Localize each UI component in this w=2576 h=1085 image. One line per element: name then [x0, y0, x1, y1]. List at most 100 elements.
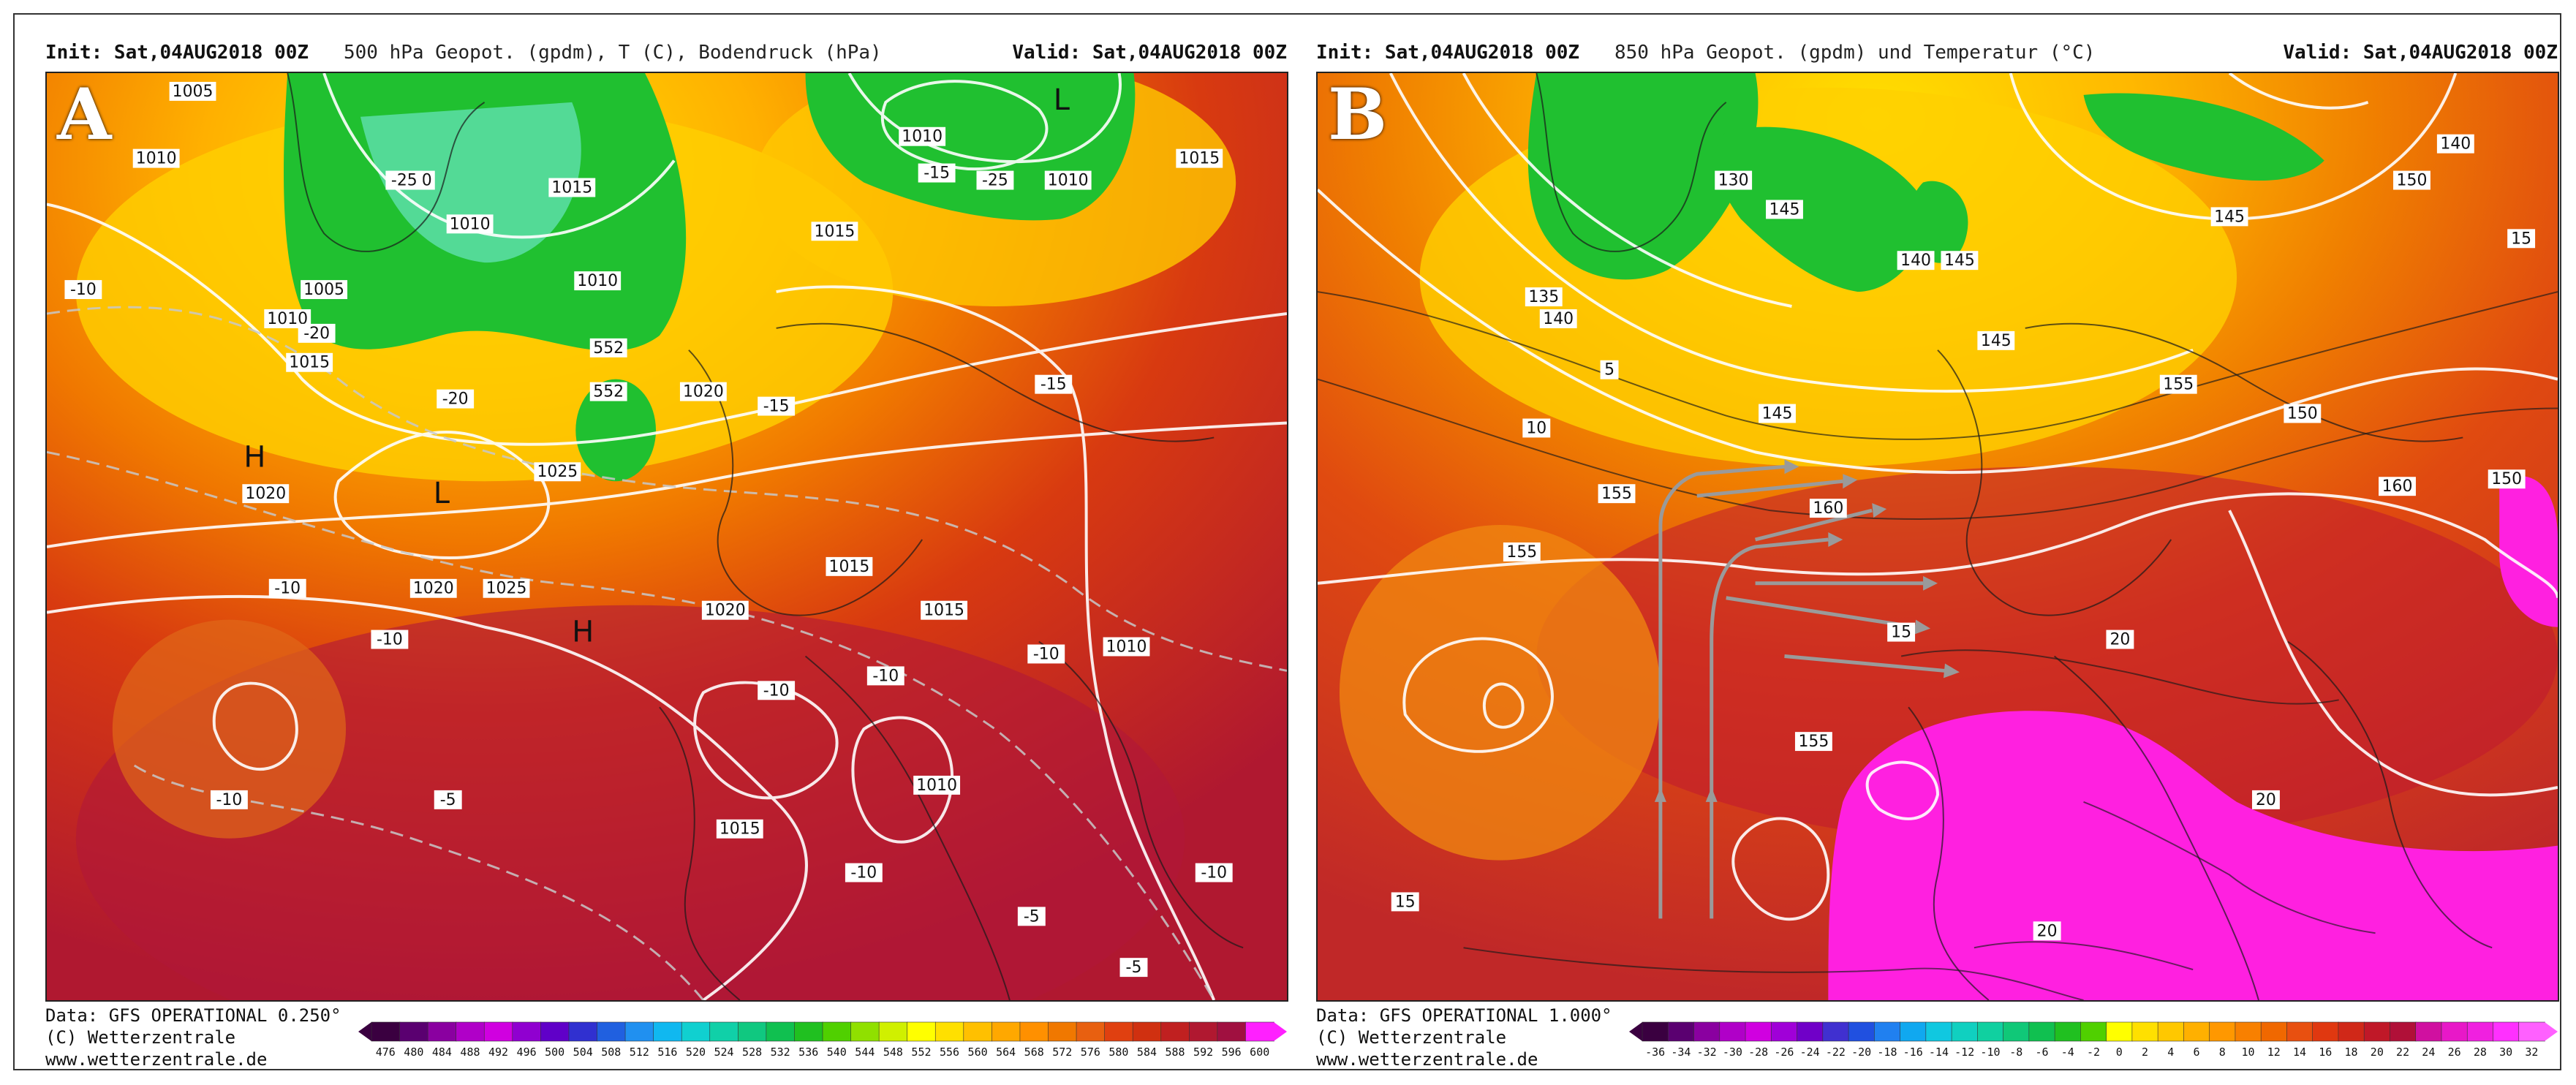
panel-a-contour-label-bg — [1044, 170, 1092, 190]
panel-a-contour-label-bg — [811, 222, 858, 241]
colorbar-tick-label: 26 — [2447, 1046, 2461, 1059]
colorbar-swatch — [624, 1021, 654, 1042]
colorbar-arrow-left — [358, 1022, 371, 1041]
colorbar-tick-label: -24 — [1799, 1046, 1820, 1059]
panel-a-contour-label-bg — [1195, 863, 1233, 882]
panel-b-contour-label-bg — [1503, 542, 1541, 562]
panel-b-contour-label: 150 — [2397, 172, 2428, 190]
panel-a-contour-label-bg — [716, 819, 763, 839]
panel-a-contour-label: -15 — [1040, 376, 1067, 394]
colorbar-tick-label: 572 — [1052, 1046, 1073, 1059]
panel-b-arrow-heads — [1654, 459, 1960, 802]
colorbar-swatch — [1797, 1021, 1824, 1042]
panel-a-contour-label-bg — [1035, 374, 1073, 394]
colorbar-tick-label: 6 — [2193, 1046, 2200, 1059]
colorbar-swatch — [2338, 1021, 2365, 1042]
panel-a-contour-label-bg — [826, 556, 873, 576]
colorbar-swatch — [1667, 1021, 1695, 1042]
flow-arrow-up-2 — [1705, 787, 1718, 802]
colorbar-tick-label: -18 — [1877, 1046, 1897, 1059]
panel-a-contour-label: -10 — [70, 281, 97, 299]
flow-arrow-4 — [1754, 508, 1873, 542]
colorbar-tick-label: -28 — [1748, 1046, 1769, 1059]
panel-a-low-marker-w: L — [434, 477, 450, 510]
colorbar-swatch — [2286, 1021, 2314, 1042]
colorbar-tick-label: 484 — [431, 1046, 452, 1059]
colorbar-swatch — [2183, 1021, 2210, 1042]
panel-a-header: Init: Sat,04AUG2018 00Z 500 hPa Geopot. … — [37, 38, 1294, 67]
colorbar-tick-label: -10 — [1980, 1046, 2001, 1059]
flow-arrow-up-1 — [1654, 787, 1666, 802]
colorbar-tick-label: -32 — [1696, 1046, 1717, 1059]
panel-a-contour-label: -25 — [982, 172, 1008, 190]
colorbar-tick-label: 508 — [601, 1046, 622, 1059]
panel-a-contour-label: -5 — [1126, 959, 1142, 977]
colorbar-swatch — [1719, 1021, 1746, 1042]
panel-a-contour-label: 1020 — [413, 580, 454, 598]
panel-b-contour-label-bg — [2436, 134, 2474, 154]
colorbar-swatch — [907, 1021, 937, 1042]
panel-a-contour-label-bg — [64, 280, 102, 300]
panel-b-contour-label-bg — [2106, 630, 2134, 649]
panel-a-contour-label-bg — [437, 389, 475, 409]
panel-a-contour-label: 1010 — [577, 272, 618, 290]
panel-a-contour-label: -10 — [377, 631, 403, 649]
colorbar-swatch — [963, 1021, 993, 1042]
panel-a-contour-label: 1015 — [829, 558, 870, 576]
panel-b-contour-label-bg — [2284, 404, 2322, 423]
panel-b-contour-label: 155 — [1798, 733, 1829, 751]
colorbar-tick-label: -14 — [1928, 1046, 1949, 1059]
panel-a-contour-label: -10 — [216, 791, 242, 809]
panel-b-contour-label-bg — [1977, 330, 2015, 350]
panel-a-contour-label-bg — [758, 396, 796, 416]
colorbar-tick-label: 488 — [460, 1046, 480, 1059]
colorbar-swatch — [483, 1021, 513, 1042]
panel-a-map-svg: L H H L 10051010100010151010100510101015… — [47, 73, 1287, 1000]
panel-b: Init: Sat,04AUG2018 00Z 850 hPa Geopot. … — [1307, 38, 2565, 1070]
colorbar-tick-label: 552 — [911, 1046, 932, 1059]
colorbar-tick-label: 548 — [883, 1046, 903, 1059]
colorbar-tick-label: -36 — [1645, 1046, 1666, 1059]
panel-a-contour-label: -10 — [1033, 645, 1060, 663]
panel-b-contour-label: 20 — [2256, 791, 2276, 809]
colorbar-swatch — [934, 1021, 964, 1042]
colorbar-tick-label: 584 — [1136, 1046, 1157, 1059]
panel-a-contour-label: 552 — [593, 339, 624, 358]
panel-a-contour-label: 1005 — [173, 83, 214, 101]
colorbar-swatch — [371, 1021, 401, 1042]
colorbar-tick-label: -30 — [1722, 1046, 1742, 1059]
panel-b-contour-label-bg — [2507, 229, 2536, 249]
panel-a-coastlines — [287, 73, 1244, 1000]
colorbar-swatch — [2003, 1021, 2030, 1042]
colorbar-swatch — [738, 1021, 767, 1042]
panel-a-contour-label: 1015 — [815, 222, 855, 241]
colorbar-swatch — [597, 1021, 626, 1042]
flow-arrow-6 — [1726, 596, 1916, 630]
colorbar-swatch — [766, 1021, 796, 1042]
colorbar-swatch — [1217, 1021, 1247, 1042]
colorbar-tick-label: 504 — [573, 1046, 593, 1059]
panel-b-contour-label: 20 — [2109, 631, 2130, 649]
panel-a-contour-label-bg — [976, 170, 1014, 190]
colorbar-swatch — [2028, 1021, 2055, 1042]
panel-a-contour-label: -20 — [442, 390, 469, 409]
colorbar-tick-label: -20 — [1851, 1046, 1872, 1059]
panel-a-contour-label-bg — [899, 126, 946, 146]
colorbar-arrow-left — [1629, 1022, 1642, 1041]
panel-a-contour-label-bg — [169, 81, 216, 101]
panel-a-cut-off-low — [112, 619, 347, 839]
colorbar-swatch — [878, 1021, 908, 1042]
panel-a-contour-label: 1020 — [683, 383, 724, 401]
panel-a-footer-copyright: (C) Wetterzentrale — [45, 1027, 236, 1048]
colorbar-tick-label: 512 — [629, 1046, 649, 1059]
panel-a-high-marker-c: H — [572, 616, 594, 649]
colorbar-swatch — [512, 1021, 542, 1042]
colorbar-tick-label: 540 — [826, 1046, 847, 1059]
panel-a-contour-label: 1015 — [923, 602, 964, 620]
panel-a-contour-label-bg — [701, 600, 749, 620]
colorbar-swatch — [2466, 1021, 2494, 1042]
colorbar-swatch — [2441, 1021, 2469, 1042]
colorbar-swatch — [2415, 1021, 2442, 1042]
panel-a-contour-label-bg — [385, 170, 423, 190]
panel-a-contour-label-bg — [1103, 637, 1150, 657]
